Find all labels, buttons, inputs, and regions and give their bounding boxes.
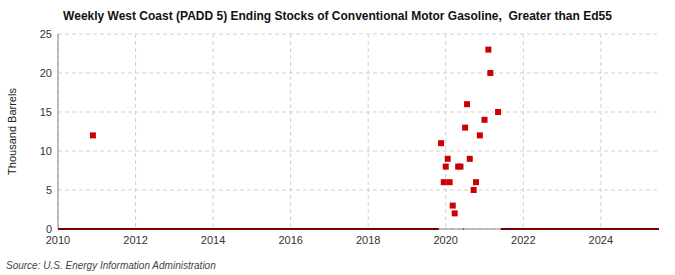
axes: 2010 2012 2014 2016 2018 2020 2022 2024 0 5 10 15 20… [40,28,613,246]
scatter-point [450,203,456,209]
y-axis-line [58,34,59,229]
scatter-point [438,140,444,146]
y-axis-label: Thousand Barrels [6,88,18,175]
x-tick-label: 2014 [201,234,225,246]
x-grid-line [290,34,291,229]
x-grid-line [600,34,601,229]
scatter-point [443,164,449,170]
scatter-point [473,179,479,185]
source-note: Source: U.S. Energy Information Administ… [6,260,216,271]
chart-container: 2010 2012 2014 2016 2018 2020 2022 2024 0 5 10 15 20… [0,0,675,275]
grid [58,34,659,229]
x-grid-line [213,34,214,229]
y-grid-line [58,229,659,230]
x-tick-label: 2012 [123,234,147,246]
y-grid-line [58,112,659,113]
chart-svg: 2010 2012 2014 2016 2018 2020 2022 2024 0 5 10 15 20… [0,0,675,275]
y-tick-label: 15 [40,106,52,118]
x-tick-label: 2018 [356,234,380,246]
scatter-point [462,125,468,131]
y-tick-label: 20 [40,67,52,79]
scatter-point [471,187,477,193]
x-grid-line [445,34,446,229]
y-grid-line [58,34,659,35]
x-grid-line [135,34,136,229]
x-grid-line [523,34,524,229]
scatter-point [441,179,447,185]
y-tick-label: 0 [46,223,52,235]
baseline-segments [58,228,659,230]
x-tick-label: 2016 [278,234,302,246]
scatter-point [464,101,470,107]
chart-title: Weekly West Coast (PADD 5) Ending Stocks… [63,9,612,23]
y-grid-line [58,73,659,74]
scatter-point [457,164,463,170]
y-tick-label: 25 [40,28,52,40]
scatter-point [445,156,451,162]
x-tick-label: 2010 [46,234,70,246]
plot-data [58,47,659,229]
scatter-point [90,132,96,138]
x-grid-line [58,34,59,229]
scatter-point [447,179,453,185]
y-grid-line [58,151,659,152]
scatter-point [452,210,458,216]
x-tick-label: 2022 [511,234,535,246]
x-tick-label: 2020 [433,234,457,246]
y-tick-label: 5 [46,184,52,196]
scatter-point [495,109,501,115]
x-tick-label: 2024 [589,234,613,246]
y-tick-label: 10 [40,145,52,157]
x-axis-line [58,229,659,230]
y-grid-line [58,190,659,191]
scatter-point [485,47,491,53]
scatter-point [477,132,483,138]
scatter-point [482,117,488,123]
scatter-point [467,156,473,162]
x-grid-line [368,34,369,229]
scatter-point [487,70,493,76]
